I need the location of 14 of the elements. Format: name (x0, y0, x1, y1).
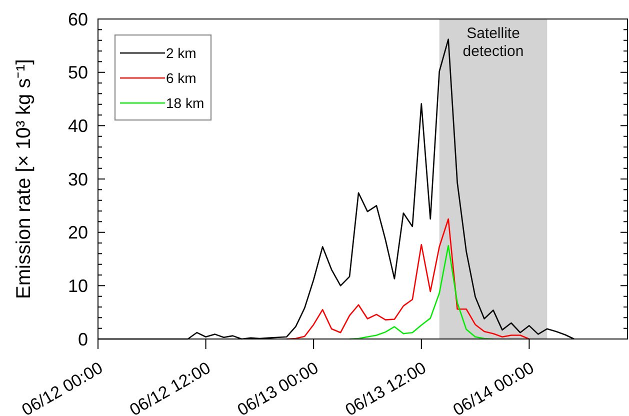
y-tick-label: 40 (68, 116, 88, 136)
y-tick-label: 30 (68, 169, 88, 190)
y-tick-label: 20 (68, 222, 88, 243)
line-series (348, 245, 494, 340)
line-series (286, 218, 530, 340)
band-label: Satellite detection (462, 25, 524, 60)
y-axis-title: Emission rate [× 10³ kg s⁻¹] (13, 59, 35, 299)
legend-label: 18 km (166, 94, 204, 111)
legend-label: 6 km (166, 70, 196, 86)
y-tick-label: 10 (68, 276, 88, 296)
y-tick-label: 50 (68, 62, 88, 83)
y-tick-label: 60 (68, 9, 88, 30)
legend-label: 2 km (166, 44, 196, 61)
y-tick-label: 0 (78, 329, 88, 350)
